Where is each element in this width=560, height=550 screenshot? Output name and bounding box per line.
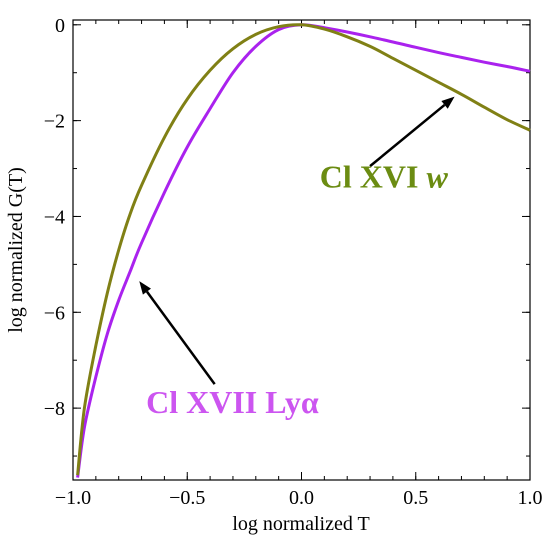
annotation-label: Cl XVI w — [320, 159, 449, 195]
y-tick-label: −8 — [44, 398, 65, 420]
series-line-cl17 — [76, 23, 531, 478]
annotation-arrows — [139, 96, 455, 385]
x-tick-label: −1.0 — [55, 487, 91, 509]
y-axis-title: log normalized G(T) — [5, 167, 27, 333]
annotation-arrow-head — [139, 281, 151, 295]
annotation-label-text: Cl XVI — [320, 159, 427, 195]
x-tick-label: 1.0 — [518, 487, 543, 509]
annotation-label-text: Cl XVII Lyα — [146, 384, 319, 420]
x-tick-label: 0.0 — [289, 487, 314, 509]
annotation-label: Cl XVII Lyα — [146, 384, 319, 420]
y-tick-label: 0 — [55, 15, 65, 37]
annotation-labels: Cl XVI w Cl XVII Lyα — [146, 159, 448, 420]
series-line-cl16 — [76, 23, 531, 476]
x-tick-label: 0.5 — [403, 487, 428, 509]
x-axis-title: log normalized T — [232, 513, 369, 535]
axis-ticks: −1.0 −0.5 0.0 0.5 1.0 0 −2 −4 −6 −8 — [44, 15, 543, 509]
y-tick-label: −2 — [44, 111, 65, 133]
series-lines — [76, 23, 531, 478]
annotation-label-italic: w — [426, 159, 448, 195]
annotation-arrow-head — [441, 96, 455, 109]
y-tick-label: −4 — [44, 206, 65, 228]
y-tick-label: −6 — [44, 302, 65, 324]
annotation-arrow-shaft — [145, 290, 216, 385]
annotation-arrow-shaft — [369, 103, 446, 168]
x-tick-label: −0.5 — [169, 487, 205, 509]
